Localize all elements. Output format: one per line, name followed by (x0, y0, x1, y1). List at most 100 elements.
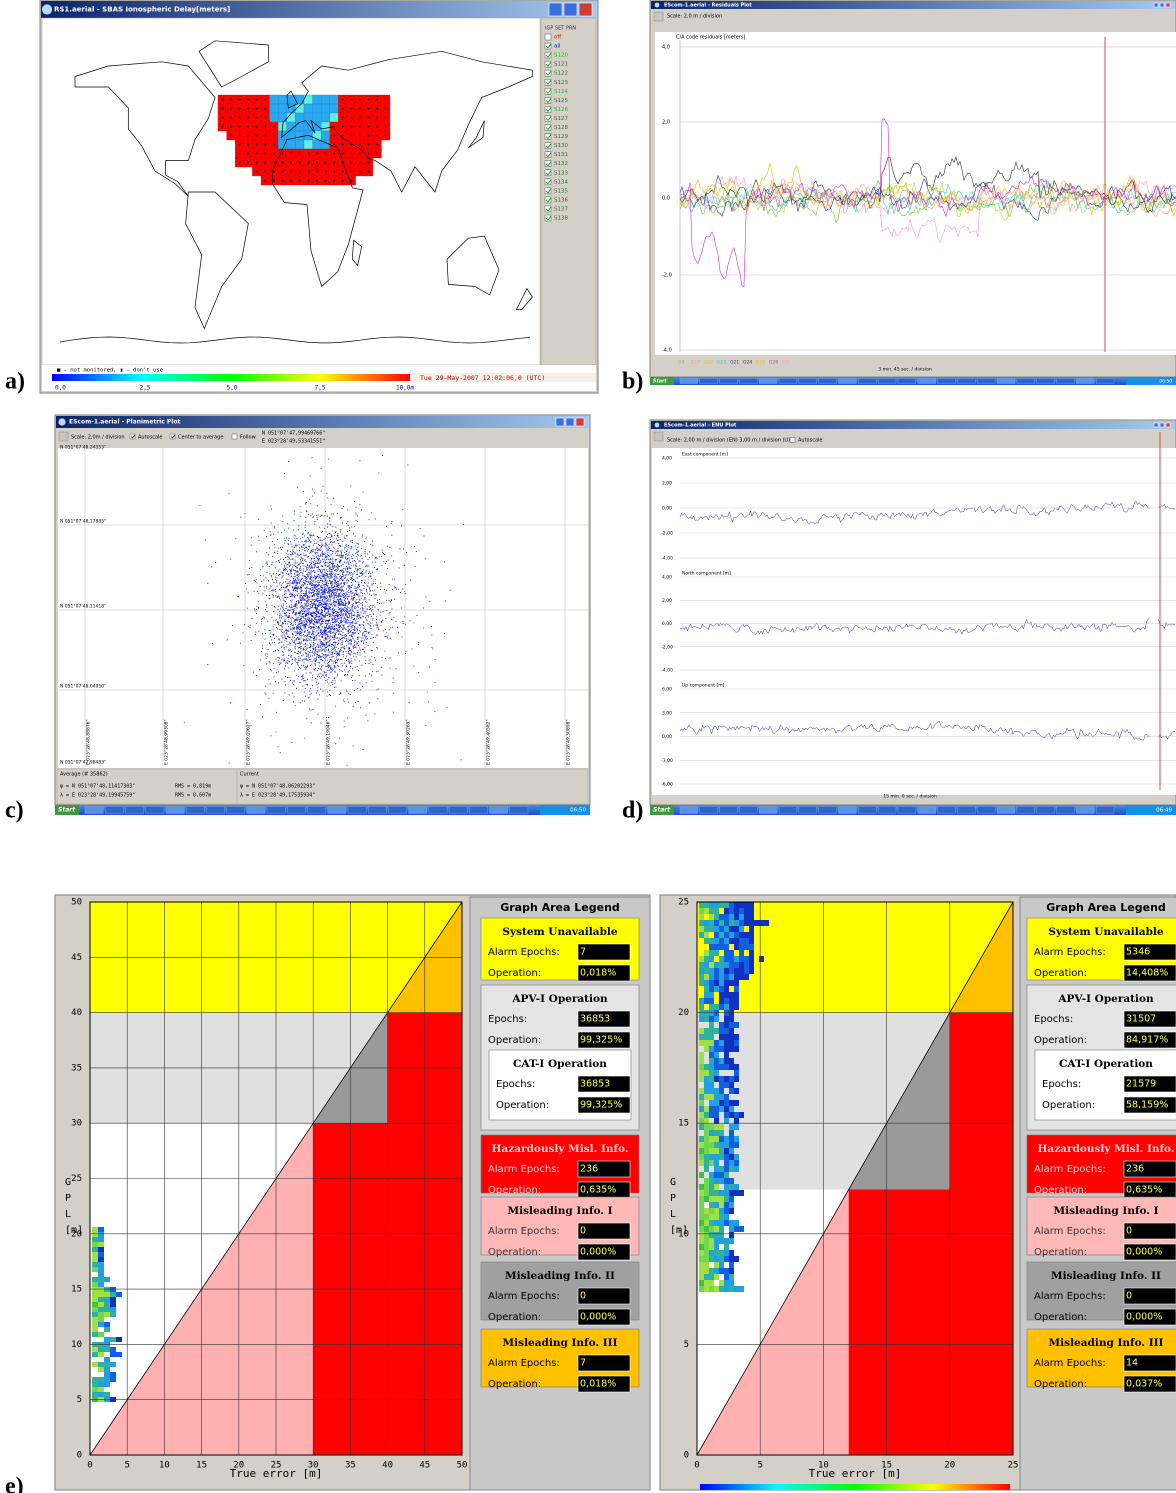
position-fix (380, 589, 381, 590)
position-fix (282, 629, 283, 630)
position-fix (351, 558, 352, 559)
position-fix (300, 682, 301, 683)
position-fix (450, 590, 451, 591)
position-fix (392, 579, 393, 580)
position-fix (270, 683, 271, 684)
taskbar-item[interactable] (680, 379, 698, 384)
toolbar-button[interactable] (59, 432, 68, 441)
taskbar-item[interactable] (997, 379, 1015, 384)
position-fix (270, 598, 271, 599)
position-fix (397, 627, 398, 628)
position-fix (339, 629, 340, 630)
position-fix (304, 624, 305, 625)
position-fix (315, 628, 316, 629)
igp-dot (239, 162, 241, 164)
position-fix (300, 595, 301, 596)
position-fix (328, 655, 329, 656)
window-button[interactable] (566, 418, 574, 426)
taskbar-item[interactable] (1037, 379, 1055, 384)
position-fix (313, 640, 314, 641)
window-button[interactable] (576, 418, 584, 426)
position-fix (332, 567, 333, 568)
position-fix (353, 706, 354, 707)
taskbar-item[interactable] (839, 379, 857, 384)
taskbar-item[interactable] (1076, 379, 1094, 384)
taskbar-item[interactable] (1057, 379, 1075, 384)
position-fix (376, 557, 377, 558)
checkbox[interactable] (545, 34, 551, 40)
position-fix (334, 601, 335, 602)
position-fix (369, 599, 370, 600)
position-fix (313, 579, 314, 580)
window-button[interactable] (564, 3, 577, 16)
taskbar-item[interactable] (819, 379, 837, 384)
position-fix (324, 587, 325, 588)
window-button[interactable] (556, 418, 564, 426)
position-fix (355, 536, 356, 537)
taskbar-item[interactable] (1096, 379, 1114, 384)
position-fix (323, 630, 324, 631)
position-fix (298, 602, 299, 603)
position-fix (364, 640, 365, 641)
taskbar-item[interactable] (858, 379, 876, 384)
position-fix (289, 650, 290, 651)
position-fix (334, 606, 335, 607)
taskbar-item[interactable] (878, 379, 896, 384)
position-fix (288, 544, 289, 545)
prn-item: S122 (554, 71, 568, 77)
position-fix (290, 600, 291, 601)
position-fix (358, 544, 359, 545)
position-fix (360, 631, 361, 632)
window-button[interactable] (1160, 3, 1164, 7)
taskbar-item[interactable] (957, 379, 975, 384)
taskbar-item[interactable] (700, 379, 718, 384)
taskbar-item[interactable] (799, 379, 817, 384)
position-fix (295, 644, 296, 645)
position-fix (330, 539, 331, 540)
position-fix (325, 639, 326, 640)
position-fix (308, 533, 309, 534)
position-fix (348, 653, 349, 654)
window-button[interactable] (1154, 3, 1158, 7)
position-fix (345, 599, 346, 600)
toolbar-button[interactable] (654, 12, 663, 21)
taskbar-item[interactable] (739, 379, 757, 384)
position-fix (281, 572, 282, 573)
position-fix (331, 633, 332, 634)
position-fix (341, 670, 342, 671)
prn-item: S125 (554, 98, 568, 104)
window-button[interactable] (1166, 3, 1170, 7)
position-fix (339, 625, 340, 626)
position-fix (295, 606, 296, 607)
position-fix (326, 582, 327, 583)
position-fix (266, 595, 267, 596)
taskbar-item[interactable] (779, 379, 797, 384)
position-fix (321, 572, 322, 573)
taskbar-item[interactable] (898, 379, 916, 384)
taskbar-item[interactable] (720, 379, 738, 384)
position-fix (320, 632, 321, 633)
position-fix (320, 580, 321, 581)
taskbar-item[interactable] (918, 379, 936, 384)
position-fix (305, 540, 306, 541)
igp-dot (273, 144, 275, 146)
position-fix (328, 559, 329, 560)
igp-cell (278, 95, 287, 104)
position-fix (361, 638, 362, 639)
position-fix (343, 625, 344, 626)
checkbox[interactable] (232, 434, 237, 439)
taskbar-item[interactable] (1017, 379, 1035, 384)
window-button[interactable] (579, 3, 592, 16)
position-fix (303, 678, 304, 679)
position-fix (367, 593, 368, 594)
position-fix (339, 631, 340, 632)
taskbar-item[interactable] (759, 379, 777, 384)
taskbar-item[interactable] (938, 379, 956, 384)
position-fix (309, 573, 310, 574)
position-fix (301, 570, 302, 571)
window-button[interactable] (549, 3, 562, 16)
position-fix (314, 564, 315, 565)
position-fix (392, 627, 393, 628)
position-fix (286, 614, 287, 615)
taskbar-item[interactable] (977, 379, 995, 384)
